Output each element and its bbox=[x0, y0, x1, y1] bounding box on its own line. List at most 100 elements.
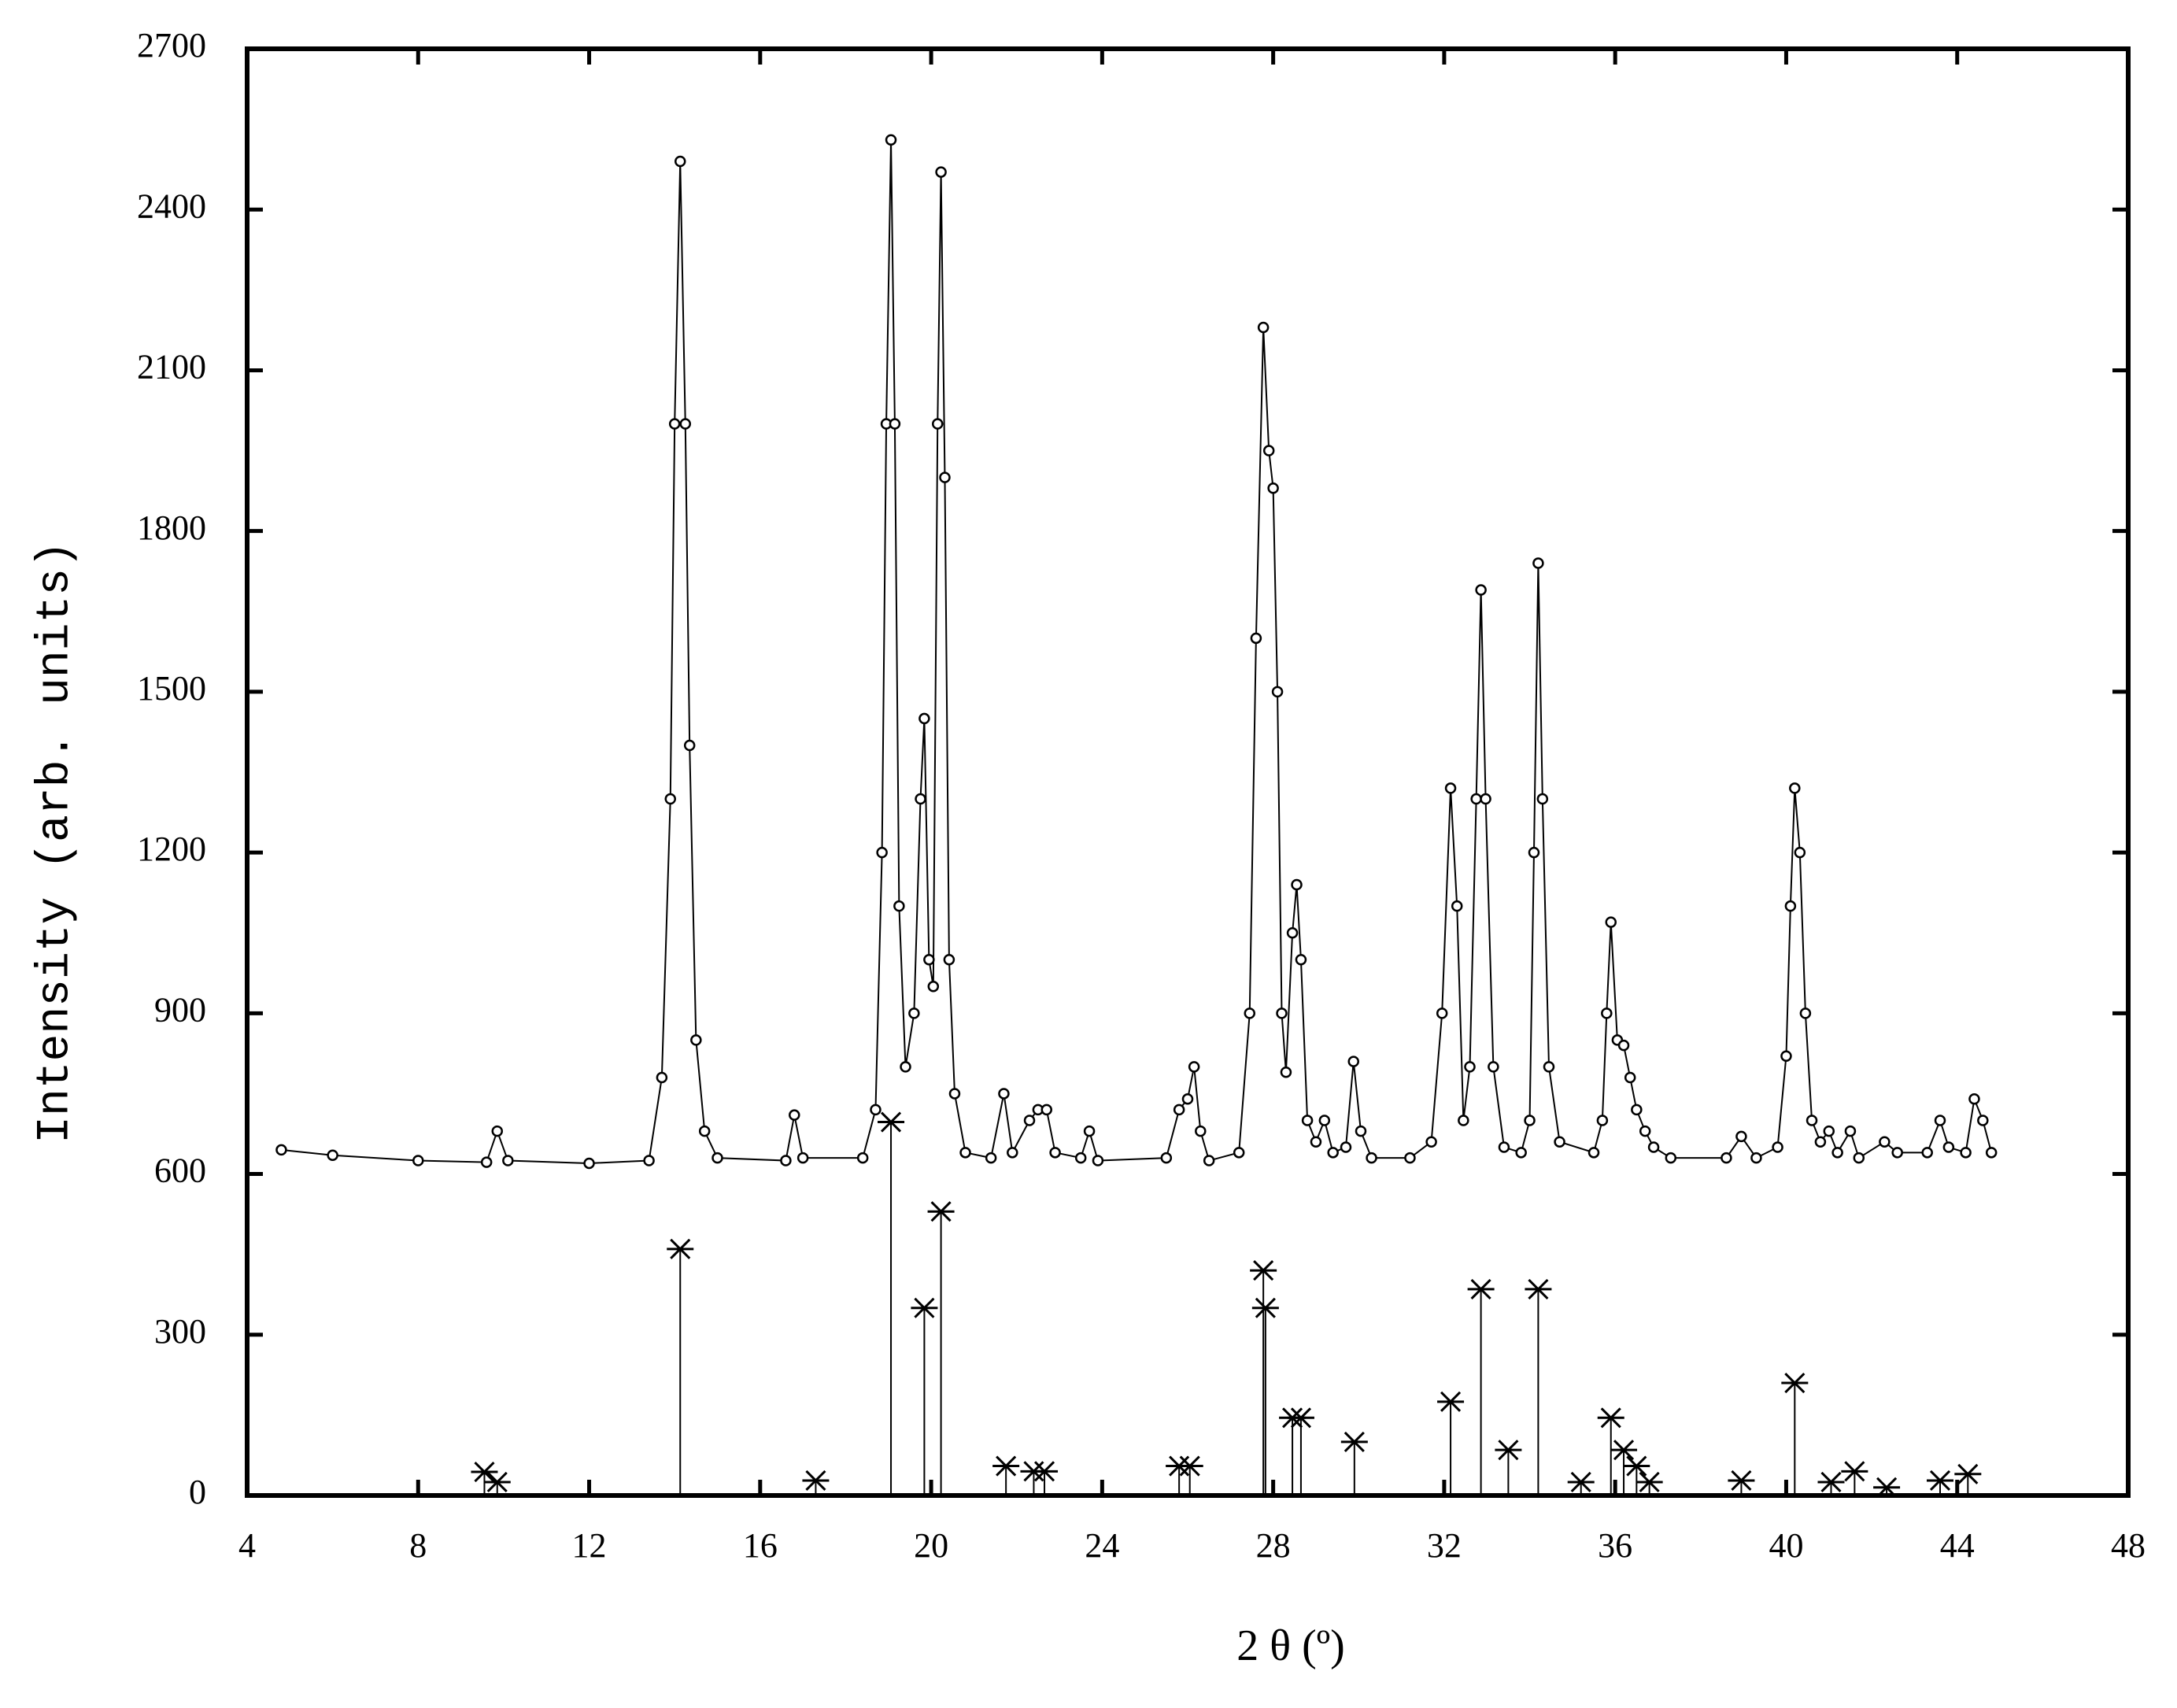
stem-marker bbox=[1437, 1391, 1465, 1412]
data-point bbox=[1040, 1104, 1052, 1116]
data-point bbox=[1891, 1147, 1903, 1159]
y-axis-label: Intensity (arb. units) bbox=[30, 541, 81, 1144]
stem-marker bbox=[471, 1461, 498, 1483]
data-point bbox=[908, 1007, 920, 1019]
data-point bbox=[1083, 1125, 1096, 1137]
data-point bbox=[1049, 1147, 1061, 1159]
data-point bbox=[711, 1152, 723, 1164]
data-point bbox=[1532, 557, 1544, 569]
data-point bbox=[1488, 1061, 1499, 1073]
y-tick-label: 1800 bbox=[137, 508, 206, 547]
data-point bbox=[885, 134, 897, 146]
stem-marker bbox=[802, 1470, 830, 1492]
data-point bbox=[939, 471, 951, 483]
data-point bbox=[876, 846, 888, 859]
data-point bbox=[1806, 1115, 1818, 1126]
data-point bbox=[1942, 1141, 1955, 1153]
plot-frame bbox=[245, 46, 2131, 1498]
stem-marker bbox=[1597, 1407, 1624, 1429]
data-point bbox=[1475, 584, 1487, 596]
stem-marker bbox=[1873, 1477, 1901, 1498]
data-point bbox=[412, 1155, 424, 1166]
data-point bbox=[948, 1088, 961, 1100]
data-point bbox=[698, 1125, 711, 1137]
stem-marker bbox=[1610, 1440, 1638, 1461]
data-point bbox=[1879, 1136, 1891, 1148]
y-tick-label: 2700 bbox=[137, 26, 206, 65]
data-point bbox=[1160, 1152, 1173, 1164]
data-point bbox=[1799, 1007, 1812, 1019]
data-point bbox=[1464, 1061, 1476, 1073]
data-point bbox=[1784, 900, 1797, 912]
data-point bbox=[480, 1156, 493, 1168]
stem-marker bbox=[1927, 1470, 1953, 1492]
data-point bbox=[998, 1088, 1010, 1100]
data-point bbox=[900, 1061, 911, 1073]
data-point bbox=[1355, 1125, 1367, 1137]
data-point bbox=[1789, 782, 1801, 794]
x-tick-label: 28 bbox=[1256, 1526, 1291, 1565]
data-point bbox=[1318, 1115, 1331, 1126]
data-point bbox=[1631, 1104, 1643, 1116]
data-point bbox=[1195, 1125, 1207, 1137]
data-point bbox=[789, 1109, 800, 1121]
data-point bbox=[943, 954, 955, 966]
data-point bbox=[1347, 1055, 1360, 1067]
data-point bbox=[1721, 1152, 1732, 1164]
data-point bbox=[1023, 1115, 1036, 1126]
data-point bbox=[1831, 1147, 1843, 1159]
x-tick-label: 4 bbox=[238, 1526, 256, 1565]
data-point bbox=[1794, 846, 1806, 859]
stem-marker bbox=[1250, 1260, 1277, 1281]
data-point bbox=[985, 1152, 997, 1164]
data-point bbox=[1188, 1061, 1200, 1073]
data-point bbox=[1960, 1147, 1972, 1159]
x-tick-label: 44 bbox=[1940, 1526, 1975, 1565]
stem-marker bbox=[1525, 1278, 1552, 1299]
data-point bbox=[1280, 1066, 1292, 1078]
stem-marker bbox=[992, 1455, 1020, 1477]
data-point bbox=[679, 418, 692, 430]
x-tick-label: 16 bbox=[743, 1526, 778, 1565]
data-point bbox=[1647, 1141, 1660, 1153]
data-point bbox=[1665, 1152, 1677, 1164]
stem-marker bbox=[667, 1238, 694, 1259]
data-point bbox=[1554, 1136, 1565, 1148]
stem-marker bbox=[1636, 1471, 1663, 1493]
y-tick-label: 1500 bbox=[137, 669, 206, 708]
data-point bbox=[1772, 1141, 1783, 1153]
data-point bbox=[1528, 846, 1540, 859]
data-point bbox=[1286, 926, 1299, 939]
data-line bbox=[281, 139, 1993, 1164]
data-point bbox=[1007, 1147, 1018, 1159]
data-point bbox=[1366, 1152, 1377, 1164]
data-point bbox=[1985, 1147, 1998, 1159]
data-point bbox=[893, 900, 905, 912]
stem-marker bbox=[1031, 1461, 1059, 1482]
x-tick-label: 20 bbox=[914, 1526, 948, 1565]
data-point bbox=[1524, 1115, 1536, 1126]
stem-marker bbox=[1623, 1455, 1650, 1477]
data-point bbox=[1181, 1093, 1194, 1105]
data-point bbox=[1291, 878, 1303, 891]
data-point bbox=[1823, 1125, 1835, 1137]
data-point bbox=[1233, 1147, 1245, 1159]
data-point bbox=[780, 1155, 792, 1166]
data-point bbox=[327, 1149, 338, 1161]
data-point bbox=[668, 418, 681, 430]
y-tick-label: 2100 bbox=[137, 348, 206, 386]
data-point bbox=[656, 1071, 668, 1084]
data-point bbox=[856, 1152, 869, 1164]
data-point bbox=[870, 1104, 882, 1116]
x-tick-label: 36 bbox=[1598, 1526, 1632, 1565]
stem-marker bbox=[1340, 1431, 1368, 1452]
stem-marker bbox=[1728, 1470, 1755, 1492]
data-point bbox=[1276, 1007, 1288, 1019]
x-axis-label: 2 θ (º) bbox=[1236, 1621, 1344, 1670]
stem-marker bbox=[483, 1471, 511, 1493]
data-point bbox=[491, 1125, 504, 1137]
data-point bbox=[502, 1155, 514, 1166]
data-point bbox=[1301, 1115, 1314, 1126]
stem-marker bbox=[1567, 1471, 1595, 1493]
